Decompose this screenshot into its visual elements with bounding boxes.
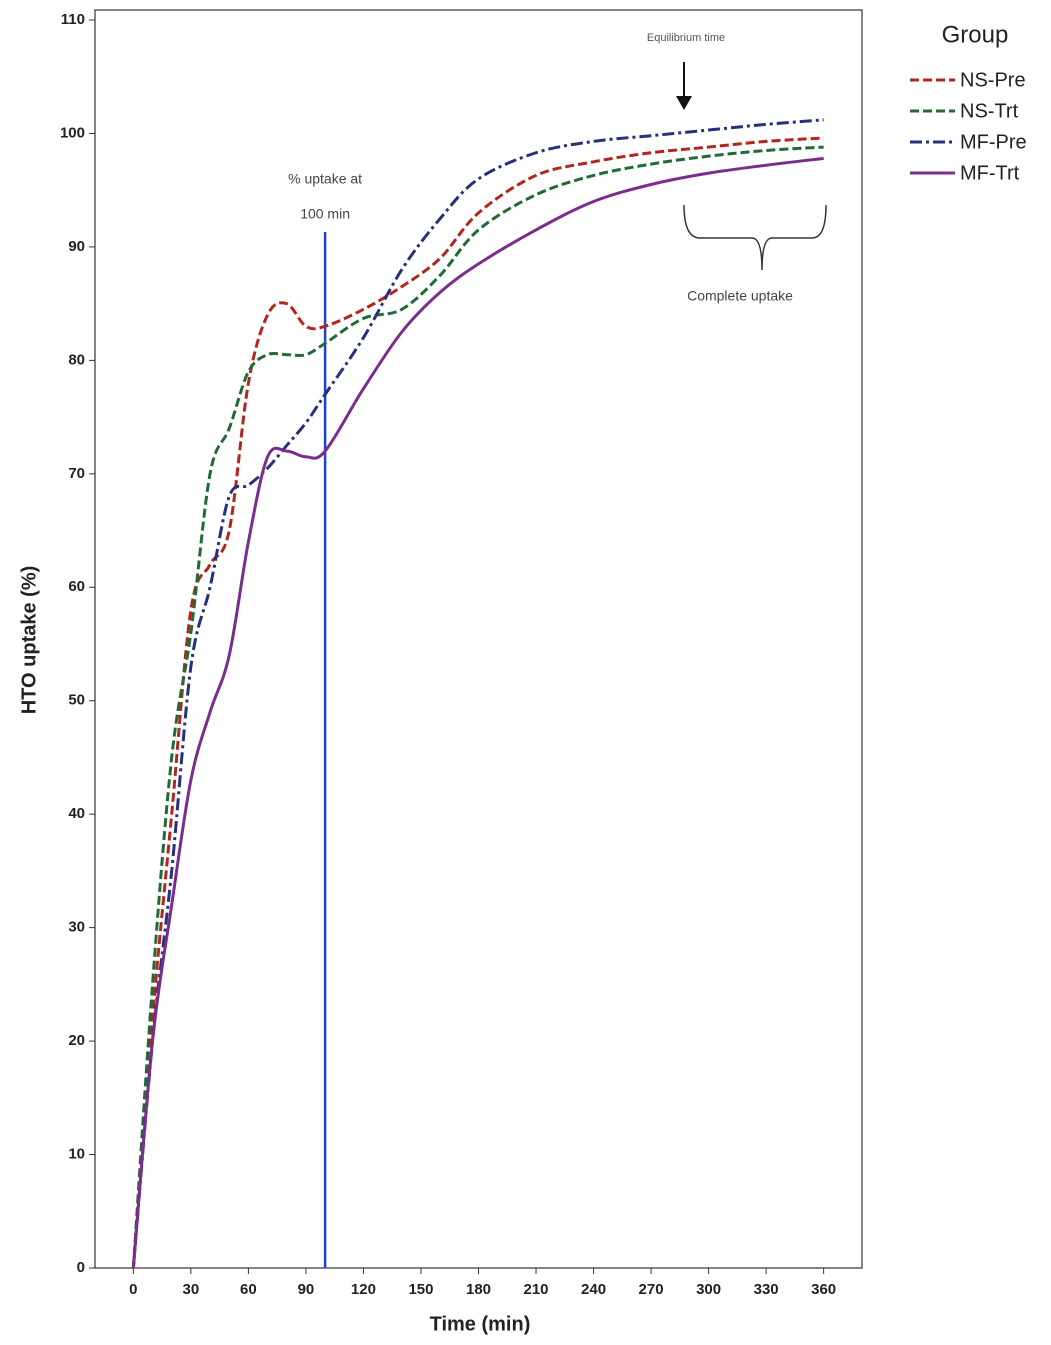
annotation: % uptake at xyxy=(288,171,362,187)
x-tick-label: 270 xyxy=(639,1281,664,1298)
y-tick-label: 0 xyxy=(77,1259,85,1276)
x-tick-label: 240 xyxy=(581,1281,606,1298)
annotation: Complete uptake xyxy=(687,288,793,304)
annotation: Equilibrium time xyxy=(647,32,725,44)
arrow-head xyxy=(676,96,692,110)
x-tick-label: 210 xyxy=(524,1281,549,1298)
y-tick-label: 10 xyxy=(68,1146,85,1163)
y-tick-label: 90 xyxy=(68,238,85,255)
x-tick-label: 150 xyxy=(408,1281,433,1298)
legend-label: MF-Pre xyxy=(960,131,1027,153)
x-axis-label: Time (min) xyxy=(430,1313,531,1335)
x-tick-label: 90 xyxy=(298,1281,315,1298)
x-tick-label: 180 xyxy=(466,1281,491,1298)
y-tick-label: 30 xyxy=(68,919,85,936)
y-tick-label: 80 xyxy=(68,351,85,368)
x-tick-label: 60 xyxy=(240,1281,257,1298)
annotation: 100 min xyxy=(300,206,350,222)
legend-label: NS-Trt xyxy=(960,100,1019,122)
legend-label: MF-Trt xyxy=(960,162,1020,184)
x-tick-label: 30 xyxy=(183,1281,200,1298)
y-tick-label: 20 xyxy=(68,1032,85,1049)
y-tick-label: 40 xyxy=(68,805,85,822)
x-tick-label: 300 xyxy=(696,1281,721,1298)
y-axis-label: HTO uptake (%) xyxy=(18,566,40,715)
series-line xyxy=(131,156,824,1269)
y-tick-label: 100 xyxy=(60,124,85,141)
x-tick-label: 360 xyxy=(811,1281,836,1298)
legend-label: NS-Pre xyxy=(960,69,1026,91)
series-line xyxy=(131,145,824,1269)
legend-title: Group xyxy=(942,21,1009,48)
y-tick-label: 60 xyxy=(68,578,85,595)
x-tick-label: 120 xyxy=(351,1281,376,1298)
y-tick-label: 70 xyxy=(68,465,85,482)
y-tick-label: 110 xyxy=(61,11,85,28)
x-tick-label: 0 xyxy=(129,1281,137,1298)
brace xyxy=(683,204,827,271)
x-tick-label: 330 xyxy=(754,1281,779,1298)
series-line xyxy=(131,136,824,1269)
plot-frame xyxy=(94,9,863,1269)
y-tick-label: 50 xyxy=(68,692,85,709)
series-line xyxy=(131,118,824,1269)
